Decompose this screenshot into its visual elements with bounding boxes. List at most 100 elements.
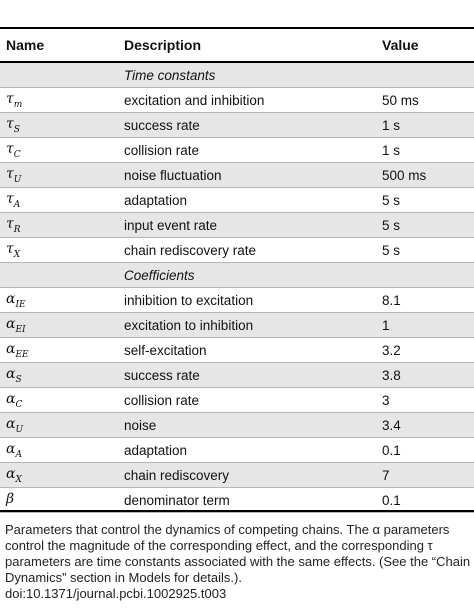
parameter-description: success rate: [124, 362, 382, 388]
table-row: τA adaptation 5 s: [0, 187, 474, 213]
parameter-value: 5 s: [382, 237, 474, 263]
symbol-subscript: S: [15, 374, 22, 385]
parameter-symbol: τU: [0, 162, 124, 188]
parameter-description: noise: [124, 412, 382, 438]
parameter-symbol: αIE: [0, 287, 124, 313]
parameter-symbol: αEI: [0, 312, 124, 338]
parameter-description: excitation and inhibition: [124, 87, 382, 113]
symbol-subscript: U: [15, 424, 24, 435]
symbol-subscript: EI: [15, 324, 26, 335]
parameter-symbol: τS: [0, 112, 124, 138]
table-row: αIE inhibition to excitation 8.1: [0, 287, 474, 313]
parameter-value: 8.1: [382, 287, 474, 313]
table-row: τC collision rate 1 s: [0, 137, 474, 163]
table-bottom-rule: [0, 510, 474, 512]
table-header: Name Description Value: [0, 29, 474, 61]
section-row: Coefficients: [0, 262, 474, 288]
section-name-cell: [0, 63, 124, 88]
symbol-subscript: IE: [15, 299, 26, 310]
parameter-value: 1: [382, 312, 474, 338]
parameter-value: 7: [382, 462, 474, 488]
symbol-subscript: X: [15, 474, 22, 485]
table-row: τm excitation and inhibition 50 ms: [0, 87, 474, 113]
parameter-symbol: αEE: [0, 337, 124, 363]
section-row: Time constants: [0, 63, 474, 88]
header-description: Description: [124, 37, 202, 53]
table-row: τS success rate 1 s: [0, 112, 474, 138]
table-row: αEI excitation to inhibition 1: [0, 312, 474, 338]
symbol-base: τ: [6, 215, 14, 232]
parameter-symbol: αU: [0, 412, 124, 438]
symbol-subscript: R: [13, 224, 21, 235]
parameter-value: 3.8: [382, 362, 474, 388]
symbol-subscript: S: [13, 124, 20, 135]
parameter-description: chain rediscovery: [124, 462, 382, 488]
table-row: αA adaptation 0.1: [0, 437, 474, 463]
caption-line: control the magnitude of the correspondi…: [5, 538, 433, 553]
parameters-table: Time constants τm excitation and inhibitio…: [0, 63, 474, 513]
table-row: αC collision rate 3: [0, 387, 474, 413]
parameter-description: collision rate: [124, 387, 382, 413]
symbol-subscript: EE: [15, 349, 29, 360]
symbol-base: τ: [6, 140, 14, 157]
symbol-base: α: [6, 340, 16, 357]
table-row: τX chain rediscovery rate 5 s: [0, 237, 474, 263]
parameter-symbol: τC: [0, 137, 124, 163]
parameter-symbol: αX: [0, 462, 124, 488]
section-value-cell: [382, 63, 474, 88]
parameter-description: inhibition to excitation: [124, 287, 382, 313]
section-label: Coefficients: [124, 262, 382, 288]
table-row: β denominator term 0.1: [0, 487, 474, 513]
parameter-description: collision rate: [124, 137, 382, 163]
symbol-base: α: [6, 465, 16, 482]
parameter-symbol: αC: [0, 387, 124, 413]
table-caption: Parameters that control the dynamics of …: [5, 522, 474, 602]
symbol-base: β: [6, 490, 15, 507]
symbol-base: α: [6, 290, 16, 307]
parameter-symbol: τR: [0, 212, 124, 238]
parameter-description: self-excitation: [124, 337, 382, 363]
parameter-value: 500 ms: [382, 162, 474, 188]
parameter-description: chain rediscovery rate: [124, 237, 382, 263]
symbol-base: α: [6, 390, 16, 407]
section-value-cell: [382, 262, 474, 288]
parameter-value: 1 s: [382, 137, 474, 163]
table-row: αU noise 3.4: [0, 412, 474, 438]
parameter-symbol: τX: [0, 237, 124, 263]
parameter-value: 3.4: [382, 412, 474, 438]
parameter-description: excitation to inhibition: [124, 312, 382, 338]
parameter-description: input event rate: [124, 212, 382, 238]
symbol-base: α: [6, 365, 16, 382]
header-value: Value: [382, 37, 419, 53]
symbol-base: τ: [6, 165, 14, 182]
parameter-symbol: αS: [0, 362, 124, 388]
parameter-value: 3.2: [382, 337, 474, 363]
table-row: αEE self-excitation 3.2: [0, 337, 474, 363]
parameter-description: adaptation: [124, 187, 382, 213]
parameter-symbol: τA: [0, 187, 124, 213]
parameter-description: adaptation: [124, 437, 382, 463]
symbol-base: α: [6, 415, 16, 432]
symbol-subscript: C: [15, 399, 23, 410]
parameter-description: success rate: [124, 112, 382, 138]
symbol-subscript: A: [13, 199, 21, 210]
symbol-base: α: [6, 440, 16, 457]
parameter-value: 0.1: [382, 487, 474, 513]
table-row: αX chain rediscovery 7: [0, 462, 474, 488]
parameter-symbol: τm: [0, 87, 124, 113]
symbol-subscript: X: [13, 249, 21, 260]
table-row: τR input event rate 5 s: [0, 212, 474, 238]
symbol-subscript: m: [13, 99, 23, 110]
table-row: τU noise fluctuation 500 ms: [0, 162, 474, 188]
parameter-value: 0.1: [382, 437, 474, 463]
table-top-rule: [0, 27, 474, 29]
caption-line: Dynamics” section in Models for details.…: [5, 570, 242, 585]
parameter-value: 5 s: [382, 187, 474, 213]
parameter-description: denominator term: [124, 487, 382, 513]
section-name-cell: [0, 262, 124, 288]
parameter-symbol: αA: [0, 437, 124, 463]
header-name: Name: [6, 37, 45, 53]
symbol-base: τ: [6, 115, 14, 132]
table-header-rule: [0, 61, 474, 63]
table-row: αS success rate 3.8: [0, 362, 474, 388]
